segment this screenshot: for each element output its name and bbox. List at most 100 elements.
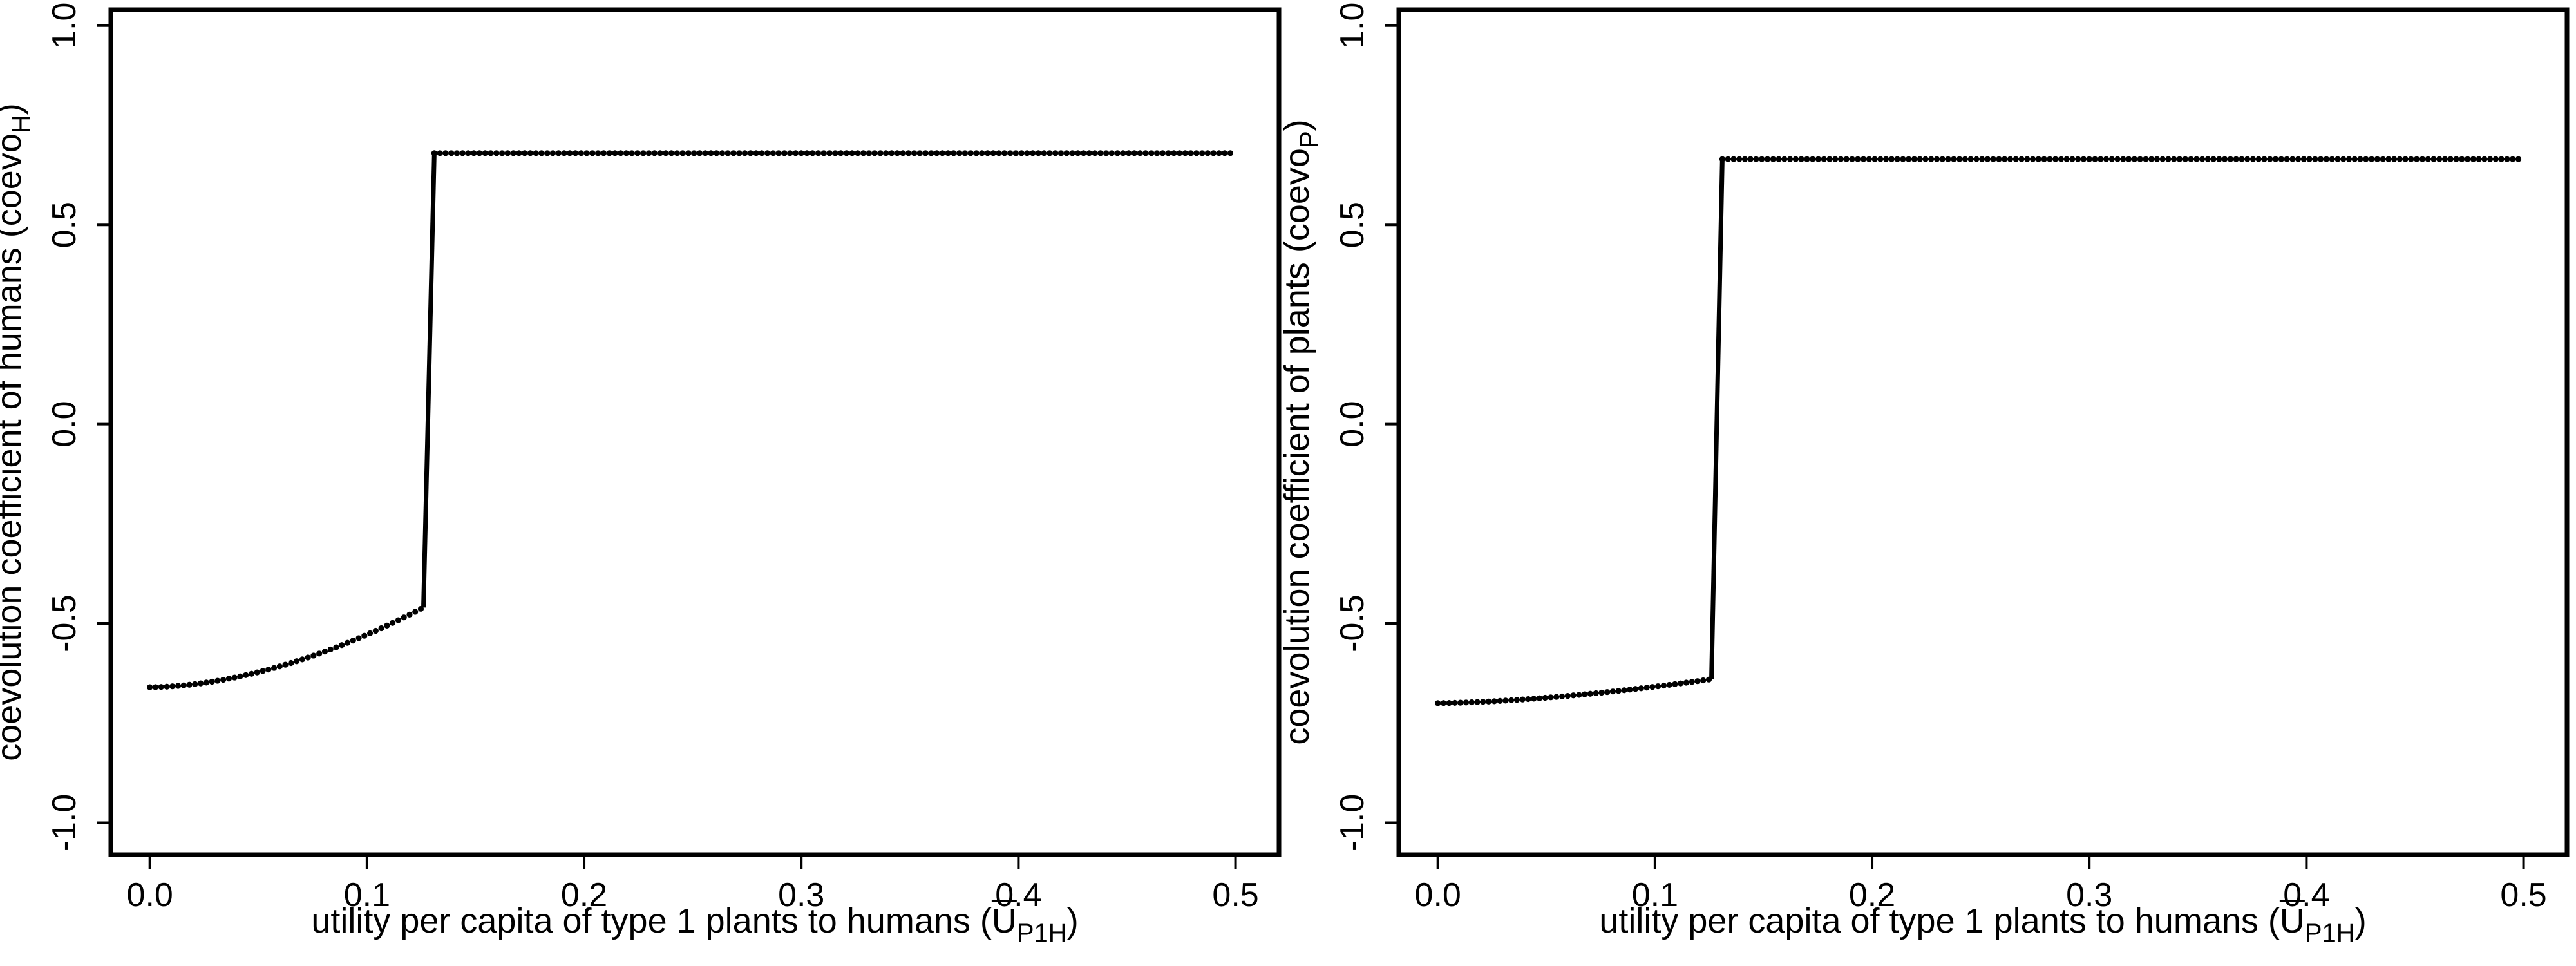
data-point — [600, 150, 607, 156]
data-point — [1103, 150, 1110, 156]
data-point — [1956, 156, 1963, 162]
data-point — [1973, 156, 1980, 162]
data-point — [1951, 156, 1957, 162]
data-point — [1770, 156, 1776, 162]
data-point — [1576, 692, 1582, 698]
data-point — [2436, 156, 2443, 162]
data-point — [1666, 681, 1672, 688]
data-point — [2029, 156, 2036, 162]
data-point — [2476, 156, 2482, 162]
data-point — [922, 150, 929, 156]
data-point — [2329, 156, 2335, 162]
data-point — [945, 150, 951, 156]
data-point — [567, 150, 573, 156]
data-point — [1046, 150, 1053, 156]
data-point — [2131, 156, 2137, 162]
data-point — [612, 150, 618, 156]
x-tick-label: 0.5 — [1212, 876, 1258, 914]
data-point — [1928, 156, 1935, 162]
x-tick-label: 0.4 — [2283, 876, 2329, 914]
data-point — [1159, 150, 1166, 156]
data-point — [2216, 156, 2222, 162]
data-point — [1063, 150, 1070, 156]
data-point — [2154, 156, 2161, 162]
data-point — [1057, 150, 1065, 156]
data-point — [504, 150, 511, 156]
x-axis-label: utility per capita of type 1 plants to h… — [311, 902, 1078, 947]
data-point — [1683, 679, 1690, 686]
data-point — [2374, 156, 2380, 162]
data-point — [1114, 150, 1121, 156]
x-tick-label: 0.3 — [2066, 876, 2112, 914]
data-point — [1075, 150, 1081, 156]
x-axis-label-symbol: U — [2280, 902, 2305, 940]
data-point — [1513, 697, 1520, 703]
y-tick-label: -1.0 — [46, 794, 83, 852]
data-point — [1837, 156, 1844, 162]
data-point — [248, 670, 255, 677]
data-point — [453, 150, 460, 156]
data-point — [951, 150, 957, 156]
data-point — [1860, 156, 1867, 162]
data-point — [321, 649, 328, 655]
data-point — [2125, 156, 2132, 162]
data-point — [815, 150, 822, 156]
data-point — [1945, 156, 1951, 162]
data-point — [344, 639, 351, 646]
x-axis-label-subscript: P1H — [1017, 919, 1067, 947]
data-point — [1672, 681, 1678, 687]
data-point — [934, 150, 940, 156]
data-point — [837, 150, 844, 156]
data-point — [1531, 696, 1537, 702]
y-axis-label-close: ) — [0, 103, 28, 115]
data-point — [990, 150, 996, 156]
data-point — [2159, 156, 2166, 162]
data-point — [544, 150, 551, 156]
data-point — [2284, 156, 2290, 162]
x-axis-label-symbol: U — [992, 902, 1017, 940]
data-point — [1108, 150, 1115, 156]
data-point — [2018, 156, 2025, 162]
data-point — [2249, 156, 2257, 162]
data-point — [905, 150, 912, 156]
data-point — [1165, 150, 1171, 156]
data-point — [1832, 156, 1839, 162]
data-point — [1030, 150, 1036, 156]
data-point — [736, 150, 743, 156]
data-point — [623, 150, 630, 156]
data-point — [2380, 156, 2386, 162]
data-point — [877, 150, 884, 156]
data-point — [1849, 156, 1855, 162]
data-point — [668, 150, 675, 156]
data-point — [1126, 150, 1132, 156]
data-point — [2441, 156, 2448, 162]
data-point — [265, 667, 272, 673]
x-tick-label: 0.5 — [2500, 876, 2546, 914]
data-point — [832, 150, 838, 156]
data-point — [589, 150, 596, 156]
data-point — [685, 150, 692, 156]
data-point — [764, 150, 771, 156]
data-point — [1052, 150, 1059, 156]
data-point — [316, 650, 323, 657]
data-point — [810, 150, 816, 156]
data-point — [372, 627, 379, 634]
x-axis-label-close: ) — [2355, 902, 2367, 940]
data-point — [1069, 150, 1075, 156]
data-point — [220, 676, 227, 683]
data-point — [1553, 694, 1560, 700]
data-point — [1888, 156, 1895, 162]
data-point — [1148, 150, 1155, 156]
data-point — [2148, 156, 2155, 162]
data-point — [2312, 156, 2318, 162]
data-point — [1855, 156, 1861, 162]
x-axis-label-close: ) — [1067, 902, 1079, 940]
data-point — [294, 658, 300, 665]
data-point — [888, 150, 895, 156]
data-point — [753, 150, 759, 156]
data-point — [1463, 699, 1470, 706]
data-point — [1485, 698, 1492, 705]
x-tick-label: 0.4 — [995, 876, 1041, 914]
data-point — [2504, 156, 2510, 162]
data-point — [1627, 687, 1633, 693]
